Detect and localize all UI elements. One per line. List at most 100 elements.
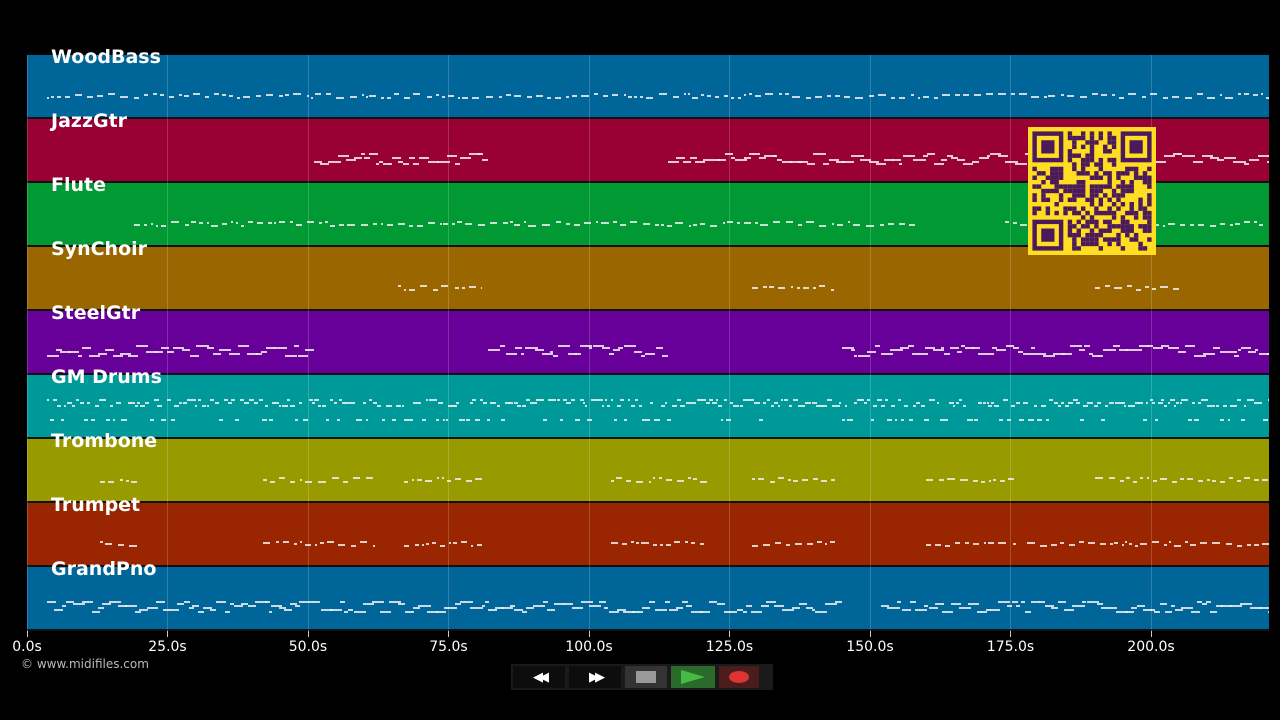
- note: [490, 402, 494, 404]
- note: [998, 542, 1006, 544]
- note: [709, 399, 713, 401]
- note: [210, 225, 218, 227]
- note: [842, 419, 846, 421]
- note: [1243, 163, 1249, 165]
- note: [736, 609, 744, 611]
- note: [641, 607, 651, 609]
- qr-code[interactable]: [1027, 127, 1157, 255]
- note: [411, 479, 415, 481]
- note: [1232, 161, 1246, 163]
- note: [731, 157, 736, 159]
- note: [977, 402, 983, 404]
- note: [1045, 605, 1054, 607]
- note: [1031, 601, 1041, 603]
- note: [1128, 93, 1136, 95]
- note: [602, 405, 605, 407]
- rewind-button[interactable]: ◀◀: [513, 666, 565, 688]
- note: [1257, 155, 1269, 157]
- note: [785, 221, 794, 223]
- note: [1198, 402, 1201, 404]
- record-button[interactable]: [719, 666, 759, 688]
- note: [1015, 402, 1020, 404]
- fast-forward-button[interactable]: ▶▶: [569, 666, 621, 688]
- note: [189, 355, 199, 357]
- note: [822, 163, 829, 165]
- note: [774, 605, 784, 607]
- note: [444, 607, 457, 609]
- note: [908, 419, 913, 421]
- play-button[interactable]: [671, 666, 715, 688]
- note: [443, 223, 449, 225]
- note: [128, 605, 137, 607]
- note: [284, 355, 298, 357]
- note: [454, 478, 462, 480]
- note: [154, 399, 159, 401]
- note: [427, 161, 439, 163]
- note: [1259, 402, 1263, 404]
- note: [652, 477, 656, 479]
- note: [215, 402, 220, 404]
- note: [853, 402, 858, 404]
- note: [191, 221, 196, 223]
- note: [860, 159, 871, 161]
- note: [735, 159, 748, 161]
- note: [293, 543, 298, 545]
- note: [60, 419, 64, 421]
- note: [253, 402, 258, 404]
- note: [1266, 161, 1269, 163]
- note: [1168, 347, 1180, 349]
- note: [312, 402, 316, 404]
- note: [803, 287, 810, 289]
- track-trombone: Trombone: [27, 430, 1269, 503]
- note: [1127, 405, 1132, 407]
- note: [454, 603, 462, 605]
- note: [195, 405, 198, 407]
- note: [1209, 225, 1216, 227]
- note: [182, 402, 187, 404]
- note: [813, 478, 818, 480]
- note: [623, 345, 637, 347]
- note: [1190, 611, 1200, 613]
- note: [209, 609, 217, 611]
- note: [294, 345, 300, 347]
- note: [730, 97, 735, 99]
- note: [435, 419, 439, 421]
- note: [1031, 96, 1040, 98]
- note: [1236, 399, 1241, 401]
- note: [999, 480, 1005, 482]
- note: [699, 481, 707, 483]
- note: [782, 609, 794, 611]
- note: [108, 481, 115, 483]
- note: [550, 399, 554, 401]
- note: [133, 224, 140, 226]
- note: [82, 601, 94, 603]
- note: [218, 349, 231, 351]
- note: [290, 481, 296, 483]
- note: [100, 541, 103, 543]
- note: [920, 405, 926, 407]
- note: [1118, 349, 1129, 351]
- note: [305, 419, 309, 421]
- tick-mark: [1010, 631, 1012, 637]
- note: [395, 405, 400, 407]
- note: [1138, 402, 1143, 404]
- stop-button[interactable]: [625, 666, 667, 688]
- note: [130, 402, 135, 404]
- note: [1262, 543, 1269, 545]
- note: [562, 603, 573, 605]
- note: [487, 349, 492, 351]
- note: [1174, 405, 1177, 407]
- note: [1210, 611, 1217, 613]
- note: [255, 353, 263, 355]
- note: [701, 399, 707, 401]
- note: [116, 402, 121, 404]
- note: [526, 96, 533, 98]
- note: [336, 419, 341, 421]
- note: [510, 221, 513, 223]
- note: [821, 480, 828, 482]
- note: [762, 286, 767, 288]
- note: [514, 609, 524, 611]
- note: [196, 345, 210, 347]
- note: [417, 402, 422, 404]
- gridline: [1150, 55, 1152, 631]
